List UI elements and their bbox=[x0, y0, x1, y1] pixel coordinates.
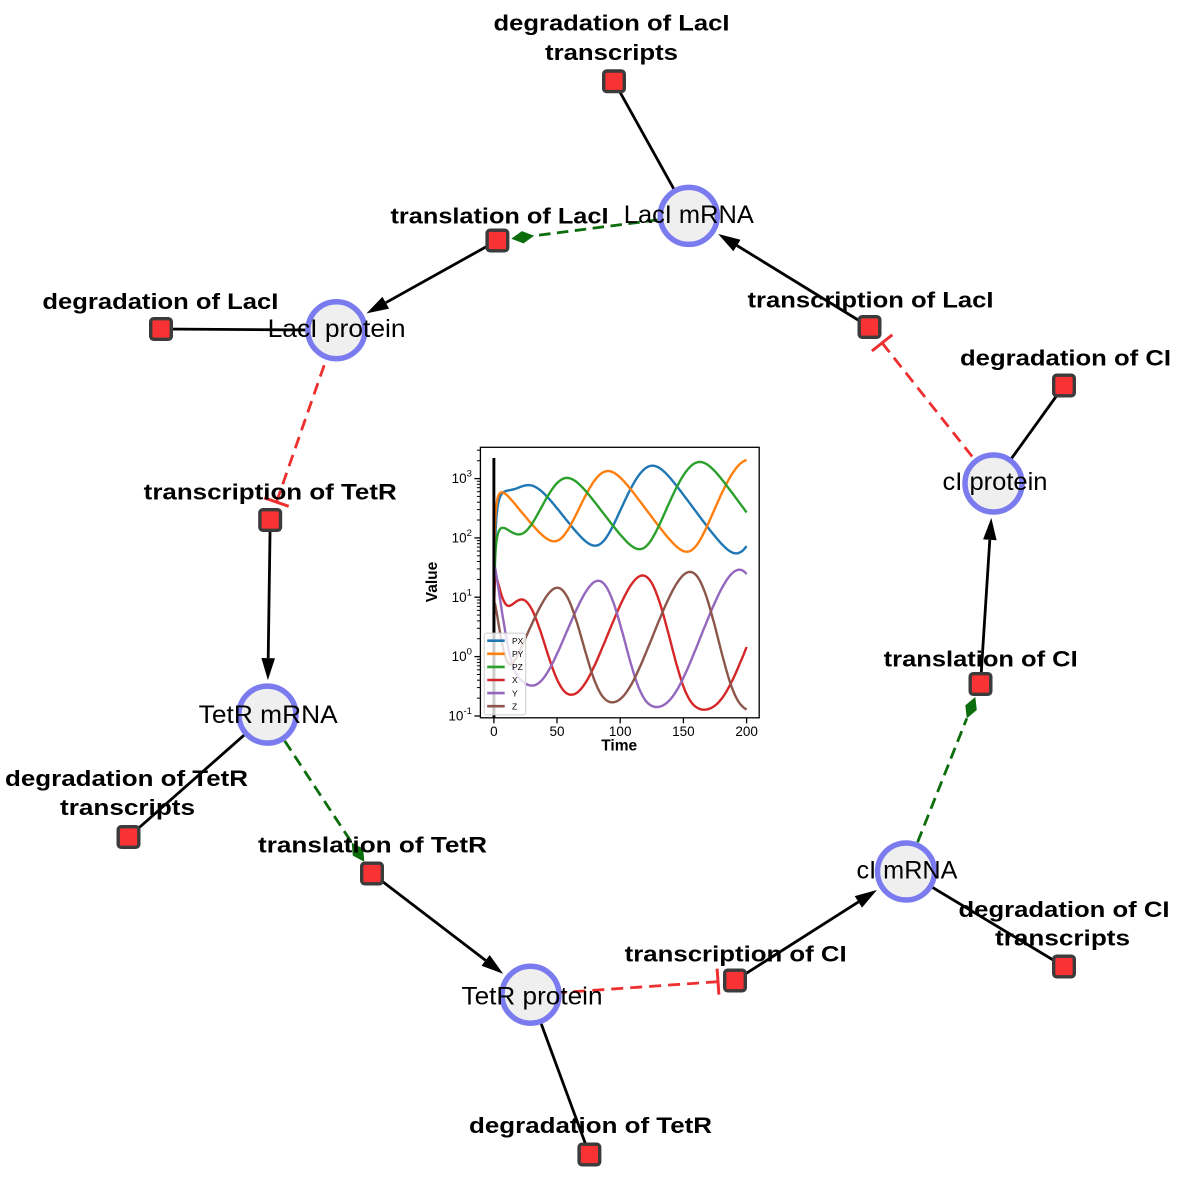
svg-text:TetR mRNA: TetR mRNA bbox=[199, 701, 338, 729]
svg-text:transcripts: transcripts bbox=[995, 926, 1130, 951]
svg-text:100: 100 bbox=[609, 724, 632, 739]
svg-text:cI mRNA: cI mRNA bbox=[857, 857, 958, 885]
svg-text:PX: PX bbox=[512, 636, 524, 646]
svg-text:LacI mRNA: LacI mRNA bbox=[624, 201, 754, 229]
svg-text:transcripts: transcripts bbox=[60, 795, 195, 820]
svg-text:translation of TetR: translation of TetR bbox=[258, 833, 487, 858]
svg-text:0: 0 bbox=[490, 724, 498, 739]
svg-text:translation of CI: translation of CI bbox=[884, 647, 1078, 672]
svg-text:degradation of LacI: degradation of LacI bbox=[42, 289, 278, 314]
svg-text:Z: Z bbox=[512, 701, 517, 711]
svg-text:LacI protein: LacI protein bbox=[268, 315, 406, 343]
svg-text:translation of LacI: translation of LacI bbox=[391, 204, 609, 229]
svg-text:X: X bbox=[512, 675, 518, 685]
svg-text:50: 50 bbox=[549, 724, 564, 739]
svg-text:degradation of LacI: degradation of LacI bbox=[494, 10, 730, 35]
svg-text:cI protein: cI protein bbox=[943, 468, 1048, 496]
svg-text:transcription of LacI: transcription of LacI bbox=[748, 288, 994, 313]
svg-text:degradation of TetR: degradation of TetR bbox=[5, 766, 248, 791]
svg-text:Y: Y bbox=[512, 688, 518, 698]
svg-text:degradation of TetR: degradation of TetR bbox=[469, 1113, 712, 1138]
svg-text:PZ: PZ bbox=[512, 662, 523, 672]
svg-text:200: 200 bbox=[735, 724, 758, 739]
svg-text:degradation of CI: degradation of CI bbox=[959, 897, 1170, 922]
svg-text:transcripts: transcripts bbox=[545, 40, 678, 65]
svg-text:PY: PY bbox=[512, 649, 524, 659]
svg-text:degradation of CI: degradation of CI bbox=[960, 346, 1171, 371]
svg-text:Value: Value bbox=[424, 561, 441, 602]
svg-text:transcription of CI: transcription of CI bbox=[625, 942, 847, 967]
svg-text:TetR protein: TetR protein bbox=[462, 982, 603, 1010]
svg-text:Time: Time bbox=[601, 738, 637, 755]
svg-text:transcription of TetR: transcription of TetR bbox=[144, 480, 397, 505]
svg-text:150: 150 bbox=[672, 724, 695, 739]
